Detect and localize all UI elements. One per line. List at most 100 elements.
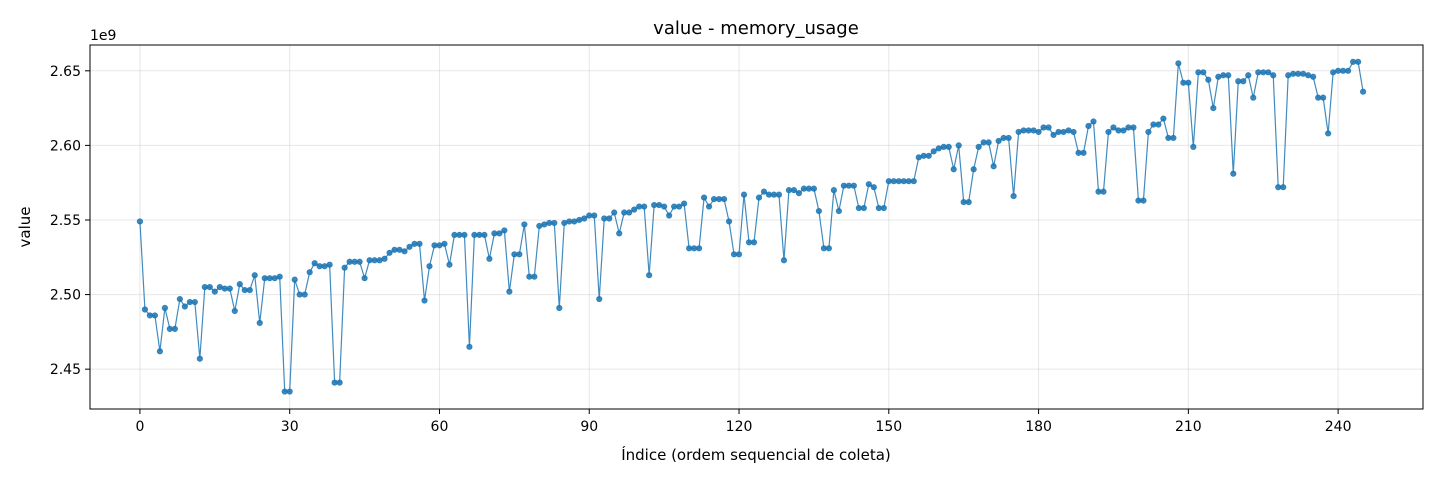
data-point <box>246 287 253 294</box>
data-point <box>915 154 922 161</box>
data-point <box>226 285 233 292</box>
data-point <box>865 181 872 188</box>
data-point <box>181 303 188 310</box>
data-point <box>506 288 513 295</box>
data-point <box>985 139 992 146</box>
x-tick-label: 240 <box>1325 419 1352 435</box>
data-point <box>386 249 393 256</box>
data-point <box>501 227 508 234</box>
data-point <box>671 203 678 210</box>
data-point <box>820 245 828 252</box>
data-point <box>855 204 862 212</box>
data-point <box>621 209 628 216</box>
data-point <box>835 207 842 215</box>
data-point <box>286 388 293 395</box>
data-point <box>266 275 273 282</box>
data-point <box>1275 184 1282 191</box>
data-point <box>411 240 418 247</box>
data-point <box>815 207 823 215</box>
data-point <box>730 251 738 258</box>
data-point <box>1235 78 1242 85</box>
data-point <box>526 273 533 280</box>
data-point <box>775 191 783 198</box>
data-point <box>830 187 837 194</box>
data-point <box>471 231 478 239</box>
data-point <box>940 143 947 150</box>
y-tick-label: 2.55 <box>50 213 81 229</box>
data-point <box>1325 130 1332 137</box>
data-point <box>890 178 897 185</box>
data-point <box>710 196 718 203</box>
data-point <box>935 145 942 152</box>
data-point <box>236 281 243 288</box>
data-point <box>476 231 483 239</box>
data-point <box>1345 67 1352 74</box>
data-point <box>416 240 423 247</box>
x-tick-label: 150 <box>875 419 902 435</box>
data-point <box>216 284 223 291</box>
data-point <box>755 194 763 201</box>
data-point <box>1110 124 1117 131</box>
data-point <box>326 261 333 268</box>
data-point <box>1170 134 1177 142</box>
data-point <box>750 239 758 246</box>
data-point <box>191 298 198 306</box>
data-point <box>401 248 408 255</box>
data-point <box>1359 88 1367 95</box>
data-point <box>1150 121 1157 128</box>
data-point <box>291 276 298 283</box>
data-point <box>486 255 493 262</box>
data-point <box>346 258 353 265</box>
data-point <box>1280 184 1287 191</box>
data-point <box>676 203 683 210</box>
data-point <box>606 215 613 222</box>
x-tick-label: 0 <box>135 419 144 435</box>
data-point <box>895 178 902 185</box>
data-point <box>1140 197 1147 204</box>
x-tick-label: 180 <box>1025 419 1052 435</box>
data-point <box>231 307 238 315</box>
x-tick-label: 30 <box>281 419 299 435</box>
data-point <box>720 196 728 203</box>
data-point <box>845 182 852 189</box>
data-point <box>576 216 583 224</box>
data-point <box>491 230 498 237</box>
data-point <box>1020 127 1027 134</box>
data-point <box>321 263 328 270</box>
x-tick-label: 60 <box>431 419 449 435</box>
data-point <box>950 166 957 173</box>
data-point <box>616 230 623 237</box>
data-point <box>566 218 573 225</box>
data-point <box>1190 143 1197 150</box>
data-point <box>336 379 343 386</box>
data-point <box>686 245 693 252</box>
grid-layer <box>90 45 1423 409</box>
data-point <box>725 218 733 225</box>
data-point <box>1310 73 1317 80</box>
data-point <box>351 258 358 265</box>
data-point <box>1090 118 1097 125</box>
data-point <box>171 325 178 332</box>
plot-area-frame <box>89 44 1424 410</box>
data-point <box>885 178 892 185</box>
data-point <box>1160 115 1167 122</box>
data-point <box>316 263 323 270</box>
data-point <box>241 287 248 294</box>
data-point <box>1050 131 1057 139</box>
data-point <box>795 190 803 197</box>
data-point <box>136 218 144 225</box>
data-point <box>825 245 832 252</box>
data-point <box>151 312 158 319</box>
data-point <box>1290 70 1297 77</box>
data-point <box>1210 105 1217 112</box>
data-point <box>641 203 648 210</box>
data-point <box>1000 134 1007 142</box>
data-point <box>850 182 857 189</box>
data-point <box>1180 79 1187 86</box>
data-point <box>700 194 708 201</box>
y-axis-offset-label: 1e9 <box>90 28 116 44</box>
data-point <box>1095 188 1102 195</box>
data-point <box>466 343 473 350</box>
y-axis-label: value <box>16 207 34 248</box>
